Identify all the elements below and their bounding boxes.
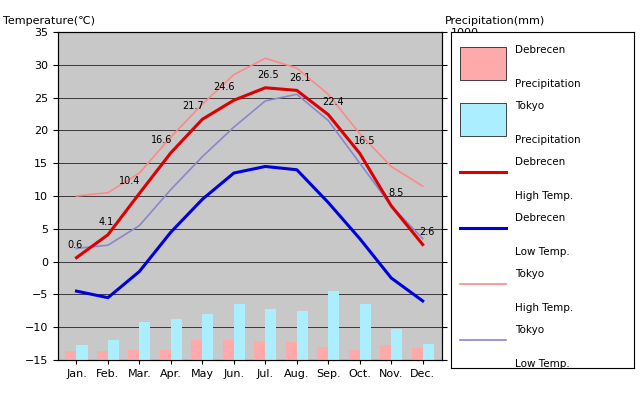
Text: High Temp.: High Temp. <box>515 190 573 200</box>
Text: 22.4: 22.4 <box>322 97 344 107</box>
Bar <box>391 329 403 360</box>
Text: Precipitation: Precipitation <box>515 134 580 144</box>
Text: Precipitation: Precipitation <box>515 78 580 88</box>
Text: 10.4: 10.4 <box>119 176 141 186</box>
Text: Low Temp.: Low Temp. <box>515 246 570 256</box>
Text: 0.6: 0.6 <box>67 240 83 250</box>
Bar <box>97 351 108 360</box>
Text: Temperature(℃): Temperature(℃) <box>3 16 95 26</box>
Bar <box>140 322 150 360</box>
Bar <box>254 341 266 360</box>
Text: 26.5: 26.5 <box>258 70 279 80</box>
Text: Precipitation(mm): Precipitation(mm) <box>445 16 545 26</box>
Bar <box>171 319 182 360</box>
Bar <box>422 344 434 360</box>
Bar <box>160 350 171 360</box>
Bar <box>108 340 119 360</box>
Bar <box>129 350 140 360</box>
Bar <box>349 350 360 360</box>
Text: 16.6: 16.6 <box>151 135 172 145</box>
FancyBboxPatch shape <box>460 102 506 136</box>
Bar <box>297 311 308 360</box>
Text: 8.5: 8.5 <box>388 188 404 198</box>
Text: High Temp.: High Temp. <box>515 302 573 312</box>
Bar <box>191 340 202 360</box>
Text: Debrecen: Debrecen <box>515 157 565 167</box>
Bar <box>77 345 88 360</box>
Bar <box>223 340 234 360</box>
Text: 4.1: 4.1 <box>99 217 114 227</box>
Text: Tokyo: Tokyo <box>515 269 544 279</box>
Bar <box>380 345 391 360</box>
Bar <box>286 342 297 360</box>
Text: Tokyo: Tokyo <box>515 101 544 111</box>
Text: 24.6: 24.6 <box>214 82 235 92</box>
Text: 2.6: 2.6 <box>420 227 435 237</box>
Text: Debrecen: Debrecen <box>515 45 565 55</box>
FancyBboxPatch shape <box>460 46 506 80</box>
Bar <box>317 347 328 360</box>
Bar <box>65 351 77 360</box>
Text: Tokyo: Tokyo <box>515 325 544 335</box>
Bar <box>266 309 276 360</box>
Text: Debrecen: Debrecen <box>515 213 565 223</box>
Text: 16.5: 16.5 <box>354 136 375 146</box>
Bar <box>328 291 339 360</box>
Bar <box>412 348 422 360</box>
Text: 21.7: 21.7 <box>182 102 204 112</box>
Text: Low Temp.: Low Temp. <box>515 358 570 368</box>
Text: 26.1: 26.1 <box>289 72 310 82</box>
Bar <box>202 314 213 360</box>
Bar <box>234 304 245 360</box>
Bar <box>360 304 371 360</box>
